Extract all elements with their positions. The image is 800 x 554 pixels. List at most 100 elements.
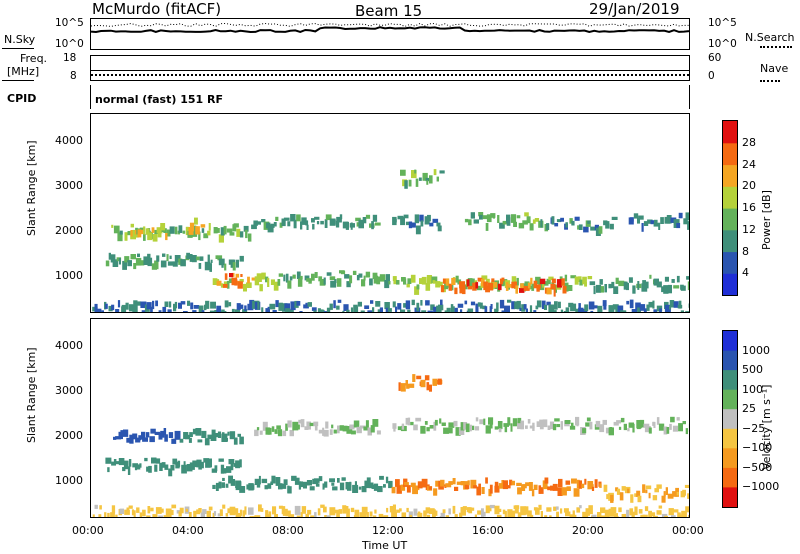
power-cell-16-176 [578, 303, 581, 312]
power-cell-15-3 [600, 279, 603, 285]
power-cell-9-16 [148, 258, 153, 266]
power-colorbar-swatch-5 [723, 165, 737, 187]
power-cell-1-7 [147, 232, 152, 240]
velocity-cell-3-60 [556, 424, 560, 427]
power-plot [90, 113, 690, 313]
power-cell-9-32 [192, 255, 197, 262]
power-cell-4-8 [415, 214, 419, 223]
power-cell-16-104 [380, 307, 383, 312]
x-tick-6: 00:00 [672, 524, 704, 537]
velocity-cell-7-70 [584, 479, 586, 485]
velocity-cell-2-6 [272, 426, 275, 432]
velocity-cell-1-9 [205, 438, 210, 445]
power-colorbar-gradient [723, 121, 737, 295]
velocity-cell-3-79 [610, 427, 613, 435]
velocity-cell-3-28 [470, 425, 472, 432]
power-cell-16-199 [644, 308, 647, 312]
power-cell-16-65 [273, 310, 277, 312]
velocity-cell-2-10 [282, 431, 286, 437]
velocity-cell-3-75 [599, 424, 604, 432]
velocity-cell-4-12 [432, 379, 437, 386]
velocity-cell-9-2 [98, 514, 101, 517]
power-cell-16-157 [526, 309, 528, 313]
power-heatmap [91, 114, 689, 312]
power-cell-16-168 [558, 302, 561, 308]
velocity-cell-2-17 [301, 419, 305, 427]
velocity-cell-9-174 [574, 515, 577, 517]
power-cell-16-74 [296, 301, 300, 306]
power-cell-6-24 [606, 221, 609, 224]
velocity-cell-8-5 [617, 489, 620, 495]
velocity-cell-7-66 [574, 488, 580, 497]
power-cell-16-149 [504, 306, 510, 312]
velocity-cell-3-97 [659, 424, 664, 431]
power-cell-14-23 [506, 282, 509, 291]
power-cell-13-70 [584, 282, 587, 287]
power-cell-16-5 [105, 304, 108, 309]
power-cell-15-2 [596, 285, 601, 293]
power-cell-14-35 [537, 284, 541, 289]
power-cell-16-131 [455, 308, 458, 312]
velocity-cell-7-41 [503, 480, 508, 489]
velocity-cell-5-46 [231, 462, 234, 471]
power-cell-0-22 [175, 227, 178, 235]
power-cell-13-71 [588, 276, 593, 279]
power-cell-14-31 [528, 283, 531, 288]
power-cell-11-4 [234, 279, 237, 285]
power-cell-7-19 [679, 213, 683, 219]
power-cell-2-1 [190, 223, 194, 232]
power-cell-9-12 [137, 254, 140, 257]
velocity-cell-9-25 [161, 509, 164, 513]
velocity-cell-7-23 [454, 487, 458, 491]
power-cell-14-10 [468, 286, 472, 290]
power-cell-14-22 [502, 278, 505, 282]
power-cell-5-0 [465, 219, 468, 222]
power-cell-12-1 [283, 275, 285, 282]
power-cell-16-126 [440, 300, 443, 305]
power-cell-16-64 [269, 304, 275, 310]
power-cell-12-0 [279, 273, 283, 276]
velocity-cell-4-8 [421, 380, 426, 387]
power-cell-16-212 [679, 301, 682, 309]
velocity-cell-5-5 [119, 458, 125, 465]
velocity-ylabel: Slant Range [km] [25, 347, 38, 443]
power-cell-13-9 [417, 284, 420, 289]
velocity-cell-9-17 [140, 512, 142, 517]
velocity-cell-1-3 [189, 438, 192, 443]
velocity-cell-6-5 [226, 484, 229, 488]
power-cell-3-12 [287, 221, 290, 226]
power-cell-16-118 [420, 300, 422, 306]
power-cell-3-28 [333, 220, 336, 225]
power-cell-1-5 [143, 226, 145, 234]
velocity-cell-5-48 [235, 460, 240, 468]
velocity-cell-3-85 [627, 428, 629, 431]
velocity-cell-2-1 [257, 427, 259, 430]
power-cell-14-44 [563, 286, 567, 294]
velocity-colorbar-swatch-8 [723, 487, 737, 507]
velocity-cell-2-15 [296, 425, 300, 430]
power-cell-15-0 [590, 281, 596, 285]
power-cell-16-178 [584, 304, 588, 311]
freq-trace [91, 70, 689, 71]
velocity-cell-9-86 [329, 507, 335, 515]
power-cell-0-4 [125, 232, 128, 241]
power-cell-12-24 [344, 274, 349, 279]
velocity-cell-3-32 [479, 419, 484, 424]
power-cell-0-41 [227, 229, 233, 233]
power-cell-16-23 [155, 301, 158, 307]
velocity-cell-9-35 [189, 512, 192, 517]
velocity-cell-7-45 [516, 483, 522, 486]
velocity-cell-6-50 [349, 482, 351, 487]
velocity-cell-8-20 [656, 484, 661, 488]
velocity-cell-9-100 [370, 512, 373, 517]
velocity-cell-6-3 [222, 482, 225, 488]
velocity-cell-3-70 [585, 422, 589, 426]
power-cell-12-40 [388, 281, 390, 285]
power-cell-11-5 [238, 281, 243, 288]
velocity-cell-9-167 [556, 506, 559, 509]
velocity-cell-9-138 [475, 515, 477, 518]
velocity-cell-3-42 [507, 417, 510, 425]
power-cell-9-49 [240, 256, 244, 262]
power-cell-15-29 [672, 279, 675, 283]
nave-tick-low: 0 [708, 70, 715, 82]
